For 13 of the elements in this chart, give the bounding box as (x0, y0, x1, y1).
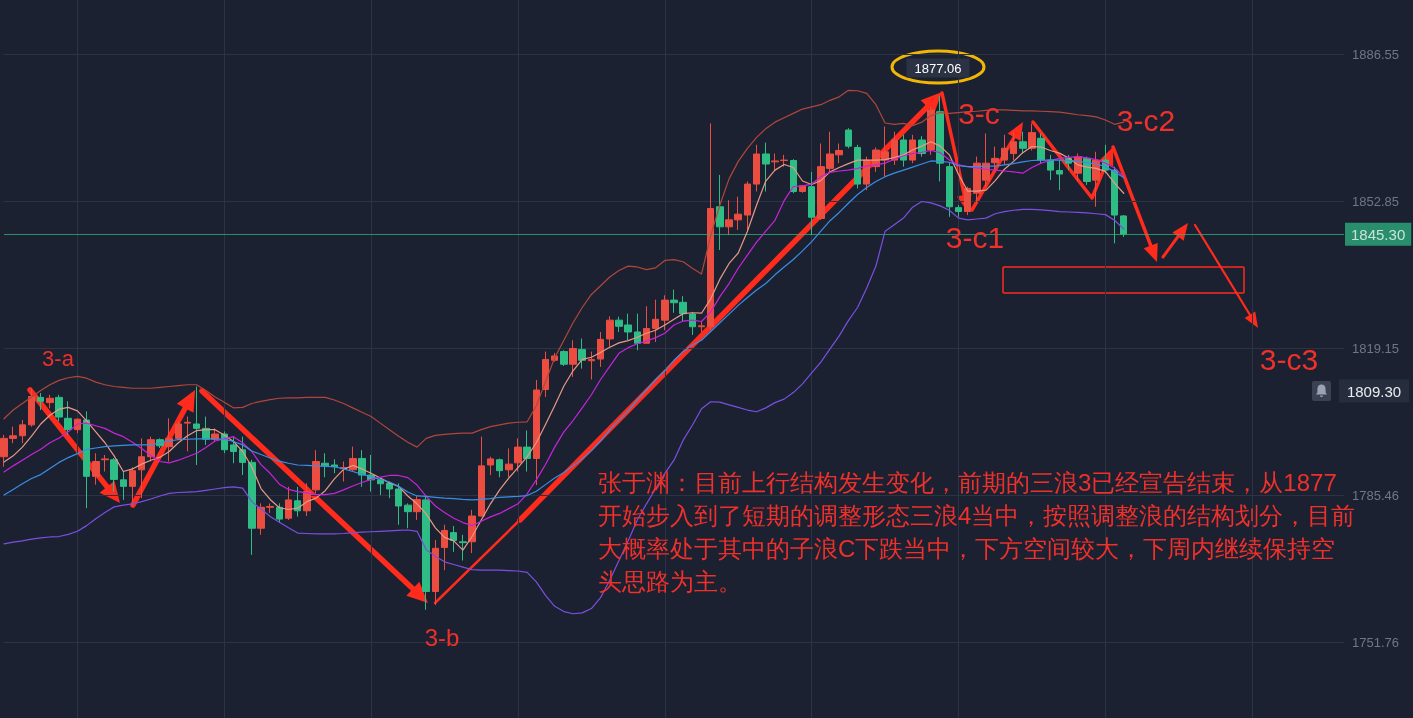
annotation: 1877.06 (914, 60, 962, 76)
annotation: 3-c2 (1116, 103, 1176, 137)
ref-line-label: 1845.30 (1351, 225, 1406, 243)
annotation: 3-b (424, 623, 460, 651)
y-tick-label: 1751.76 (1352, 634, 1399, 650)
annotation: 3-c1 (945, 220, 1005, 254)
y-tick-label: 1852.85 (1352, 193, 1399, 209)
annotation: 3-c (958, 96, 1000, 130)
annotation: 3-a (42, 345, 75, 371)
y-tick-label: 1886.55 (1352, 46, 1399, 62)
annotation: 3-c3 (1259, 342, 1319, 376)
text: 1809.30 (1346, 382, 1402, 400)
y-tick-label: 1819.15 (1352, 340, 1399, 356)
